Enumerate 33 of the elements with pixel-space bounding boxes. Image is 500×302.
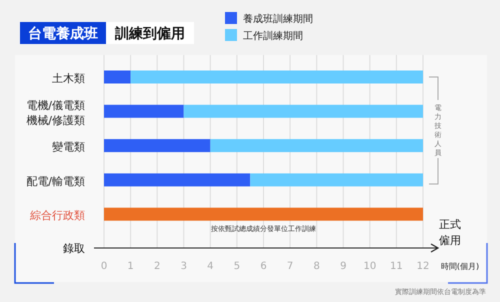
bar xyxy=(104,104,184,118)
bar xyxy=(104,139,210,152)
x-tick-label: 10 xyxy=(363,261,376,272)
x-tick-label: 6 xyxy=(260,261,267,272)
x-tick-label: 3 xyxy=(180,261,187,272)
x-tick-label: 11 xyxy=(390,261,403,272)
y-tick-label: 土木類 xyxy=(52,72,85,85)
x-tick-label: 0 xyxy=(100,261,108,272)
bar xyxy=(104,70,131,84)
x-tick-label: 9 xyxy=(340,261,346,272)
text: 錄取 xyxy=(63,242,85,255)
x-tick-label: 1 xyxy=(127,261,134,272)
x-tick-label: 12 xyxy=(416,261,430,272)
x-tick-label: 5 xyxy=(234,261,240,272)
chart-title: 台電養成班 xyxy=(28,25,98,42)
x-tick-label: 4 xyxy=(207,261,214,272)
y-tick-label: 電機/儀電類機械/修護類 xyxy=(26,98,85,127)
bar xyxy=(210,139,423,152)
bar xyxy=(104,173,250,186)
bar xyxy=(130,70,423,84)
x-tick-label: 2 xyxy=(154,261,160,272)
x-tick-label: 7 xyxy=(286,261,294,272)
bar xyxy=(184,104,423,118)
bar xyxy=(250,173,423,186)
y-tick-label: 配電/輸電類 xyxy=(26,174,85,188)
chart-subtitle: 訓練到僱用 xyxy=(114,26,185,42)
text: 正式僱用 xyxy=(439,218,461,247)
y-tick-label: 綜合行政類 xyxy=(29,209,85,222)
legend-label: 養成班訓練期間 xyxy=(243,13,313,25)
x-axis-title: 時間(個月) xyxy=(440,262,480,271)
legend-label: 工作訓練期間 xyxy=(243,30,303,42)
y-tick-label: 變電類 xyxy=(52,140,85,154)
x-tick-label: 8 xyxy=(313,261,320,272)
